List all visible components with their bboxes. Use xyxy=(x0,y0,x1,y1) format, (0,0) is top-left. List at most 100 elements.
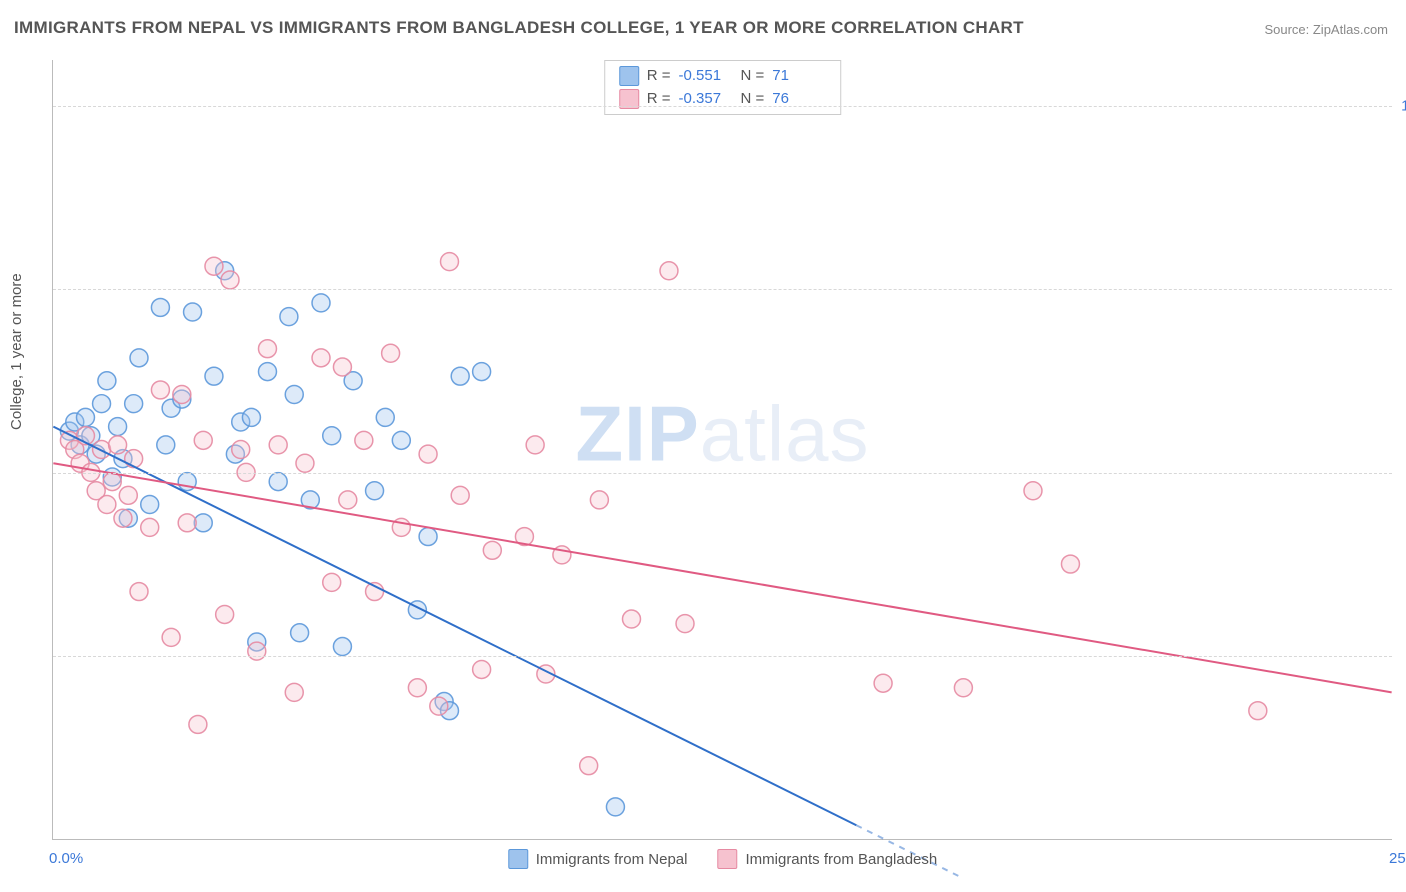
scatter-point xyxy=(109,436,127,454)
scatter-point xyxy=(269,436,287,454)
y-tick-label: 60.0% xyxy=(1398,464,1406,481)
scatter-point xyxy=(189,715,207,733)
y-tick-label: 100.0% xyxy=(1398,97,1406,114)
y-axis-label: College, 1 year or more xyxy=(8,273,25,430)
gridline xyxy=(53,473,1392,474)
scatter-point xyxy=(392,431,410,449)
scatter-point xyxy=(130,583,148,601)
scatter-point xyxy=(590,491,608,509)
info-row: R = -0.551 N = 71 xyxy=(619,65,827,88)
scatter-point xyxy=(323,427,341,445)
scatter-point xyxy=(194,514,212,532)
scatter-point xyxy=(419,528,437,546)
series-swatch xyxy=(619,66,639,86)
scatter-point xyxy=(376,408,394,426)
scatter-point xyxy=(606,798,624,816)
scatter-point xyxy=(355,431,373,449)
series-name: Immigrants from Bangladesh xyxy=(745,851,937,868)
scatter-point xyxy=(954,679,972,697)
gridline xyxy=(53,289,1392,290)
scatter-point xyxy=(162,628,180,646)
scatter-point xyxy=(333,358,351,376)
scatter-point xyxy=(580,757,598,775)
scatter-point xyxy=(408,679,426,697)
y-tick-label: 80.0% xyxy=(1398,281,1406,298)
scatter-point xyxy=(419,445,437,463)
scatter-point xyxy=(1249,702,1267,720)
regression-line xyxy=(53,427,856,826)
scatter-point xyxy=(151,381,169,399)
scatter-point xyxy=(339,491,357,509)
scatter-point xyxy=(141,495,159,513)
scatter-point xyxy=(366,482,384,500)
scatter-point xyxy=(269,473,287,491)
scatter-point xyxy=(623,610,641,628)
scatter-point xyxy=(430,697,448,715)
scatter-point xyxy=(526,436,544,454)
scatter-point xyxy=(323,573,341,591)
series-swatch xyxy=(508,849,528,869)
scatter-point xyxy=(451,486,469,504)
scatter-point xyxy=(473,660,491,678)
plot-area: ZIPatlas R =-0.551N =71R =-0.357N =76 Im… xyxy=(52,60,1392,840)
source-link[interactable]: Source: ZipAtlas.com xyxy=(1264,22,1388,37)
scatter-svg xyxy=(53,60,1392,839)
scatter-point xyxy=(141,518,159,536)
n-label: N = xyxy=(741,65,765,88)
scatter-point xyxy=(93,395,111,413)
scatter-point xyxy=(312,294,330,312)
x-tick-label: 25.0% xyxy=(1389,850,1406,867)
scatter-point xyxy=(285,683,303,701)
scatter-point xyxy=(109,418,127,436)
scatter-point xyxy=(1061,555,1079,573)
scatter-point xyxy=(76,408,94,426)
scatter-point xyxy=(232,441,250,459)
scatter-point xyxy=(451,367,469,385)
scatter-point xyxy=(178,514,196,532)
scatter-point xyxy=(312,349,330,367)
legend-item: Immigrants from Nepal xyxy=(508,849,688,869)
scatter-point xyxy=(205,257,223,275)
scatter-point xyxy=(151,298,169,316)
scatter-point xyxy=(258,363,276,381)
n-value: 71 xyxy=(772,65,826,88)
r-value: -0.551 xyxy=(679,65,733,88)
scatter-point xyxy=(258,340,276,358)
series-name: Immigrants from Nepal xyxy=(536,851,688,868)
r-label: R = xyxy=(647,65,671,88)
scatter-point xyxy=(216,605,234,623)
scatter-point xyxy=(285,386,303,404)
gridline xyxy=(53,656,1392,657)
scatter-point xyxy=(205,367,223,385)
scatter-point xyxy=(676,615,694,633)
scatter-point xyxy=(98,372,116,390)
scatter-point xyxy=(125,450,143,468)
scatter-point xyxy=(280,308,298,326)
series-legend: Immigrants from Nepal Immigrants from Ban… xyxy=(508,849,937,869)
scatter-point xyxy=(119,486,137,504)
y-tick-label: 40.0% xyxy=(1398,648,1406,665)
scatter-point xyxy=(382,344,400,362)
scatter-point xyxy=(114,509,132,527)
scatter-point xyxy=(184,303,202,321)
scatter-point xyxy=(483,541,501,559)
scatter-point xyxy=(221,271,239,289)
scatter-point xyxy=(173,386,191,404)
series-swatch xyxy=(717,849,737,869)
scatter-point xyxy=(874,674,892,692)
scatter-point xyxy=(296,454,314,472)
scatter-point xyxy=(1024,482,1042,500)
x-tick-label: 0.0% xyxy=(49,850,83,867)
scatter-point xyxy=(98,495,116,513)
scatter-point xyxy=(441,253,459,271)
scatter-point xyxy=(130,349,148,367)
scatter-point xyxy=(291,624,309,642)
scatter-point xyxy=(125,395,143,413)
scatter-point xyxy=(473,363,491,381)
scatter-point xyxy=(194,431,212,449)
gridline xyxy=(53,106,1392,107)
legend-item: Immigrants from Bangladesh xyxy=(717,849,937,869)
chart-title: IMMIGRANTS FROM NEPAL VS IMMIGRANTS FROM… xyxy=(14,18,1024,38)
scatter-point xyxy=(242,408,260,426)
scatter-point xyxy=(333,638,351,656)
